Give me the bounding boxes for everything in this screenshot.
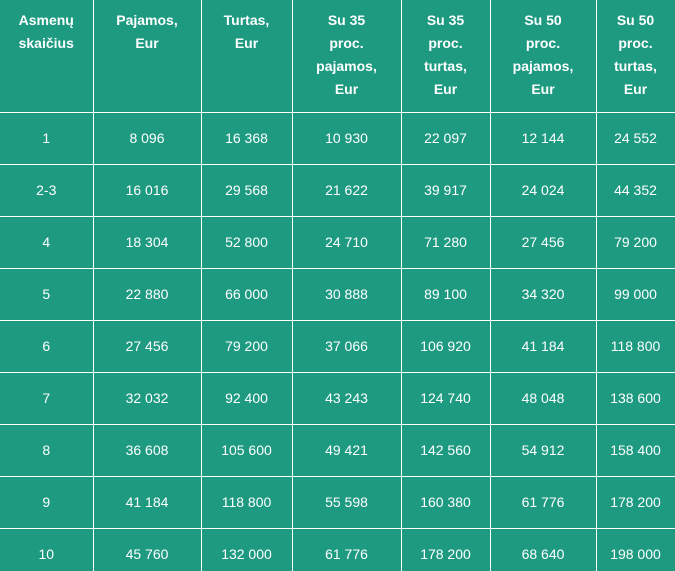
table-cell: 66 000: [200, 267, 293, 321]
table-cell: 48 048: [489, 371, 597, 425]
table-cell: 22 097: [400, 111, 491, 165]
table-cell: 16 368: [200, 111, 293, 165]
table-cell: 118 800: [595, 319, 675, 373]
table-cell: 39 917: [400, 163, 491, 217]
table-row: 7 32 032 92 400 43 243 124 740 48 048 13…: [0, 371, 675, 425]
table-cell: 27 456: [489, 215, 597, 269]
table-cell: 105 600: [200, 423, 293, 477]
header-persons-count: Asmenų skaičius: [0, 0, 94, 113]
table-cell: 55 598: [291, 475, 402, 529]
table-row: 5 22 880 66 000 30 888 89 100 34 320 99 …: [0, 267, 675, 321]
table-cell: 24 552: [595, 111, 675, 165]
table-cell: 54 912: [489, 423, 597, 477]
table-cell: 52 800: [200, 215, 293, 269]
header-assets: Turtas, Eur: [200, 0, 293, 113]
table-cell: 43 243: [291, 371, 402, 425]
table-cell: 68 640: [489, 527, 597, 571]
table-cell: 22 880: [92, 267, 202, 321]
table-cell: 9: [0, 475, 94, 529]
table-cell: 71 280: [400, 215, 491, 269]
table-cell: 160 380: [400, 475, 491, 529]
table-cell: 92 400: [200, 371, 293, 425]
table-cell: 41 184: [489, 319, 597, 373]
header-income-35pct: Su 35 proc. pajamos, Eur: [291, 0, 402, 113]
table-row: 9 41 184 118 800 55 598 160 380 61 776 1…: [0, 475, 675, 529]
table-cell: 1: [0, 111, 94, 165]
table-cell: 89 100: [400, 267, 491, 321]
table-cell: 10 930: [291, 111, 402, 165]
table-cell: 138 600: [595, 371, 675, 425]
table-cell: 178 200: [595, 475, 675, 529]
header-income-50pct: Su 50 proc. pajamos, Eur: [489, 0, 597, 113]
table-row: 8 36 608 105 600 49 421 142 560 54 912 1…: [0, 423, 675, 477]
table-cell: 158 400: [595, 423, 675, 477]
table-row: 1 8 096 16 368 10 930 22 097 12 144 24 5…: [0, 111, 675, 165]
table-cell: 21 622: [291, 163, 402, 217]
table-cell: 6: [0, 319, 94, 373]
table-cell: 12 144: [489, 111, 597, 165]
table-cell: 79 200: [595, 215, 675, 269]
table-cell: 132 000: [200, 527, 293, 571]
table-cell: 99 000: [595, 267, 675, 321]
table-cell: 118 800: [200, 475, 293, 529]
table-row: 4 18 304 52 800 24 710 71 280 27 456 79 …: [0, 215, 675, 269]
table-cell: 41 184: [92, 475, 202, 529]
table-cell: 18 304: [92, 215, 202, 269]
table-cell: 30 888: [291, 267, 402, 321]
table-cell: 7: [0, 371, 94, 425]
table-cell: 37 066: [291, 319, 402, 373]
table-cell: 29 568: [200, 163, 293, 217]
table-cell: 34 320: [489, 267, 597, 321]
table-cell: 49 421: [291, 423, 402, 477]
table-cell: 8: [0, 423, 94, 477]
table-cell: 61 776: [489, 475, 597, 529]
table-cell: 4: [0, 215, 94, 269]
header-row: Asmenų skaičius Pajamos, Eur Turtas, Eur…: [0, 0, 675, 113]
table-cell: 24 710: [291, 215, 402, 269]
header-income: Pajamos, Eur: [92, 0, 202, 113]
table-cell: 8 096: [92, 111, 202, 165]
table-cell: 198 000: [595, 527, 675, 571]
table-row: 6 27 456 79 200 37 066 106 920 41 184 11…: [0, 319, 675, 373]
table-cell: 124 740: [400, 371, 491, 425]
table-cell: 32 032: [92, 371, 202, 425]
header-assets-50pct: Su 50 proc. turtas, Eur: [595, 0, 675, 113]
table-cell: 178 200: [400, 527, 491, 571]
table-cell: 2-3: [0, 163, 94, 217]
table-cell: 36 608: [92, 423, 202, 477]
table-cell: 16 016: [92, 163, 202, 217]
table-row: 2-3 16 016 29 568 21 622 39 917 24 024 4…: [0, 163, 675, 217]
table-cell: 61 776: [291, 527, 402, 571]
table-row: 10 45 760 132 000 61 776 178 200 68 640 …: [0, 527, 675, 571]
header-assets-35pct: Su 35 proc. turtas, Eur: [400, 0, 491, 113]
table-cell: 142 560: [400, 423, 491, 477]
table-cell: 24 024: [489, 163, 597, 217]
table-cell: 45 760: [92, 527, 202, 571]
table-cell: 27 456: [92, 319, 202, 373]
table-cell: 79 200: [200, 319, 293, 373]
table-cell: 106 920: [400, 319, 491, 373]
table-cell: 44 352: [595, 163, 675, 217]
table-cell: 10: [0, 527, 94, 571]
table-cell: 5: [0, 267, 94, 321]
